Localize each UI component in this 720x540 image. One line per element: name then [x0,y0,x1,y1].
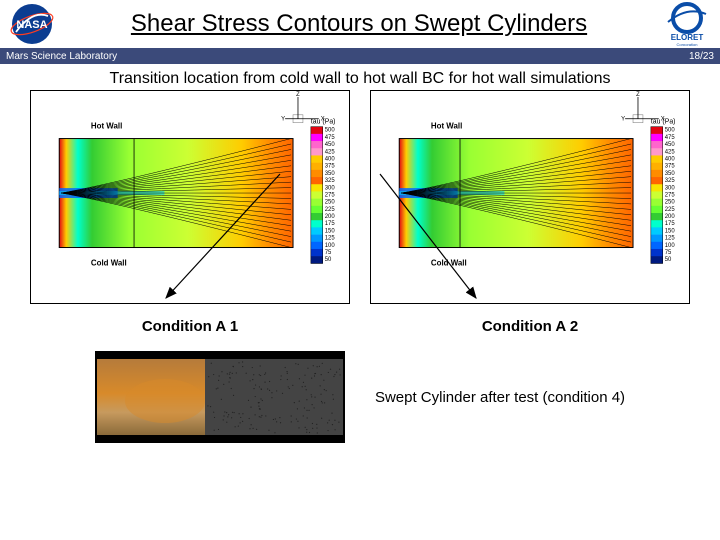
svg-text:50: 50 [665,257,672,263]
svg-text:150: 150 [665,228,676,234]
svg-text:Cold Wall: Cold Wall [431,258,467,267]
svg-text:325: 325 [325,178,336,184]
svg-text:75: 75 [325,250,332,256]
svg-text:375: 375 [665,164,676,170]
plot-left: Hot WallCold WallZXYtau (Pa)500475450425… [30,90,350,304]
caption-right: Condition A 2 [370,318,690,335]
svg-text:Y: Y [621,117,625,123]
svg-text:100: 100 [665,243,676,249]
page-title: Shear Stress Contours on Swept Cylinders [56,10,662,38]
eloret-logo: ELORET Corporation [662,2,712,46]
svg-text:300: 300 [325,185,336,191]
lab-name: Mars Science Laboratory [6,51,117,62]
svg-text:275: 275 [325,192,336,198]
svg-text:350: 350 [325,171,336,177]
svg-text:225: 225 [325,207,336,213]
svg-text:175: 175 [325,221,336,227]
svg-text:250: 250 [325,200,336,206]
svg-text:175: 175 [665,221,676,227]
caption-left: Condition A 1 [30,318,350,335]
nasa-logo: NASA [8,2,56,46]
bottom-row: Swept Cylinder after test (condition 4) [0,351,720,443]
svg-text:475: 475 [325,135,336,141]
svg-text:425: 425 [665,149,676,155]
svg-text:450: 450 [665,142,676,148]
svg-text:ELORET: ELORET [671,33,704,42]
svg-text:tau (Pa): tau (Pa) [311,119,336,126]
page-number: 18/23 [689,51,714,62]
test-photo [95,351,345,443]
svg-text:125: 125 [665,236,676,242]
subheader-bar: Mars Science Laboratory 18/23 [0,48,720,64]
svg-text:100: 100 [325,243,336,249]
svg-text:Corporation: Corporation [677,42,698,46]
svg-text:225: 225 [665,207,676,213]
svg-text:Hot Wall: Hot Wall [91,122,122,131]
plot-right: Hot WallCold WallZXYtau (Pa)500475450425… [370,90,690,304]
svg-text:450: 450 [325,142,336,148]
plots-row: Hot WallCold WallZXYtau (Pa)500475450425… [0,90,720,304]
svg-text:50: 50 [325,257,332,263]
svg-text:325: 325 [665,178,676,184]
svg-text:200: 200 [665,214,676,220]
svg-text:150: 150 [325,228,336,234]
svg-text:400: 400 [665,156,676,162]
captions-row: Condition A 1 Condition A 2 [0,318,720,335]
svg-text:400: 400 [325,156,336,162]
svg-text:425: 425 [325,149,336,155]
svg-text:Z: Z [636,92,640,98]
svg-text:Y: Y [281,117,285,123]
svg-text:75: 75 [665,250,672,256]
svg-text:275: 275 [665,192,676,198]
svg-text:500: 500 [325,128,336,134]
svg-text:300: 300 [665,185,676,191]
svg-text:Z: Z [296,92,300,98]
subtitle: Transition location from cold wall to ho… [0,70,720,88]
svg-text:350: 350 [665,171,676,177]
svg-text:250: 250 [665,200,676,206]
svg-text:200: 200 [325,214,336,220]
svg-text:Cold Wall: Cold Wall [91,258,127,267]
svg-text:125: 125 [325,236,336,242]
svg-text:tau (Pa): tau (Pa) [651,119,676,126]
svg-text:375: 375 [325,164,336,170]
svg-text:475: 475 [665,135,676,141]
svg-text:500: 500 [665,128,676,134]
svg-text:Hot Wall: Hot Wall [431,122,462,131]
photo-caption: Swept Cylinder after test (condition 4) [375,389,625,406]
